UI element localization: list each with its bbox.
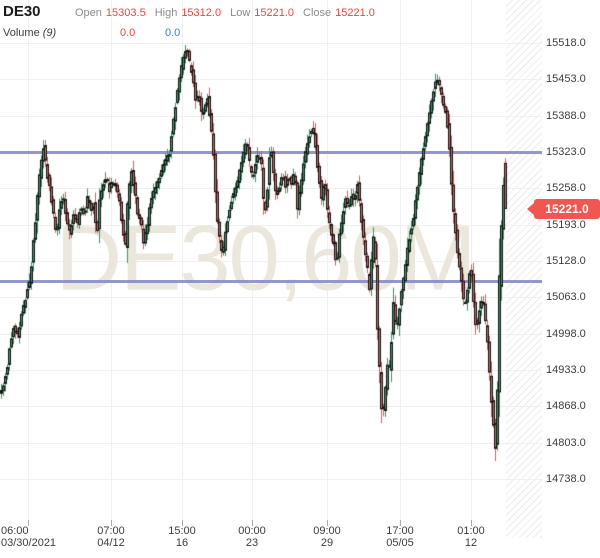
time-label-time: 01:00: [457, 525, 485, 537]
time-axis-label: 17:00 05/05: [386, 525, 414, 549]
price-tick-label: 15518.0: [546, 37, 586, 49]
time-label-date: 05/05: [386, 537, 414, 549]
volume-indicator-period: (9): [42, 27, 57, 39]
ohlc-field-label: Close: [303, 7, 332, 19]
time-label-date: 03/30/2021: [1, 537, 57, 549]
price-tick-label: 14738.0: [546, 473, 586, 486]
ohlc-field-value: 15312.0: [181, 7, 222, 19]
last-price-value: 15221.0: [545, 202, 589, 216]
ohlc-field-label: Open: [75, 7, 102, 19]
time-axis-label: 07:00 04/12: [97, 525, 125, 549]
price-tick-label: 15453.0: [546, 73, 586, 86]
candles-canvas[interactable]: [0, 0, 508, 522]
volume-row: Volume (9) 0.0 0.0: [3, 25, 423, 40]
ohlc-field: Low 15221.0: [230, 5, 294, 22]
time-axis-label: 09:00 29: [313, 525, 341, 549]
time-label-time: 00:00: [238, 525, 266, 537]
time-axis-label: 15:00 16: [168, 525, 196, 549]
time-axis-label: 06:00 03/30/2021: [1, 525, 56, 549]
ohlc-field-value: 15221.0: [335, 7, 375, 19]
time-label-time: 06:00: [1, 525, 29, 537]
ohlc-row: DE30 Open 15303.5 High 15312.0 Low 15221.0 Clo…: [3, 3, 423, 22]
volume-value: 0.0: [165, 27, 181, 39]
time-label-time: 15:00: [168, 525, 196, 537]
ohlc-field: Close 15221.0: [303, 5, 375, 22]
chart-legend: DE30 Open 15303.5 High 15312.0 Low 15221.0 Clo…: [3, 3, 423, 40]
volume-indicator-label: Volume: [3, 27, 40, 39]
time-axis-label: 00:00 23: [238, 525, 266, 549]
badge-arrow-icon: [527, 203, 534, 215]
last-price-badge: 15221.0: [527, 199, 600, 219]
time-axis-label: 01:00 12: [457, 525, 485, 549]
time-tick: [400, 520, 401, 526]
price-tick-label: 14803.0: [546, 436, 586, 449]
symbol-title: DE30: [3, 3, 41, 20]
ohlc-field-label: Low: [230, 7, 251, 19]
price-axis[interactable]: 15518.0 15453.0 15388.0 15323.0 15258.0 15193…: [542, 0, 600, 520]
time-label-time: 07:00: [97, 525, 125, 537]
time-tick: [252, 520, 253, 526]
time-label-time: 17:00: [386, 525, 414, 537]
time-tick: [28, 520, 29, 526]
ohlc-field-value: 15221.0: [254, 7, 295, 19]
time-tick: [182, 520, 183, 526]
price-tick-label: 15323.0: [546, 146, 586, 158]
price-tick-label: 15063.0: [546, 291, 586, 304]
candlestick-plot-area[interactable]: DE30,60M: [0, 0, 600, 538]
time-label-date: 29: [320, 537, 334, 549]
time-label-date: 04/12: [97, 537, 125, 549]
price-tick-label: 15193.0: [546, 218, 586, 231]
price-tick-label: 15258.0: [546, 182, 586, 195]
time-label-date: 23: [245, 537, 259, 549]
time-tick: [327, 520, 328, 526]
time-label-date: 12: [464, 537, 478, 549]
time-tick: [471, 520, 472, 526]
ohlc-field-value: 15303.5: [105, 7, 146, 19]
price-tick-label: 14868.0: [546, 400, 586, 413]
time-label-date: 16: [175, 537, 189, 549]
ohlc-field: High 15312.0: [155, 5, 221, 22]
volume-value: 0.0: [120, 27, 136, 39]
time-axis[interactable]: 06:00 03/30/2021 07:00 04/12 15:00 16 00:00 23 0…: [0, 520, 600, 558]
time-label-time: 09:00: [313, 525, 341, 537]
price-tick-label: 14933.0: [546, 364, 586, 376]
ohlc-field: Open 15303.5: [75, 5, 146, 22]
price-tick-label: 15388.0: [546, 109, 586, 122]
time-tick: [111, 520, 112, 526]
ohlc-values: Open 15303.5 High 15312.0 Low 15221.0 Close 152…: [75, 5, 384, 22]
price-tick-label: 15128.0: [546, 255, 586, 267]
price-tick-label: 14998.0: [546, 327, 586, 340]
future-area-hatch: [506, 0, 542, 538]
ohlc-field-label: High: [154, 7, 178, 19]
